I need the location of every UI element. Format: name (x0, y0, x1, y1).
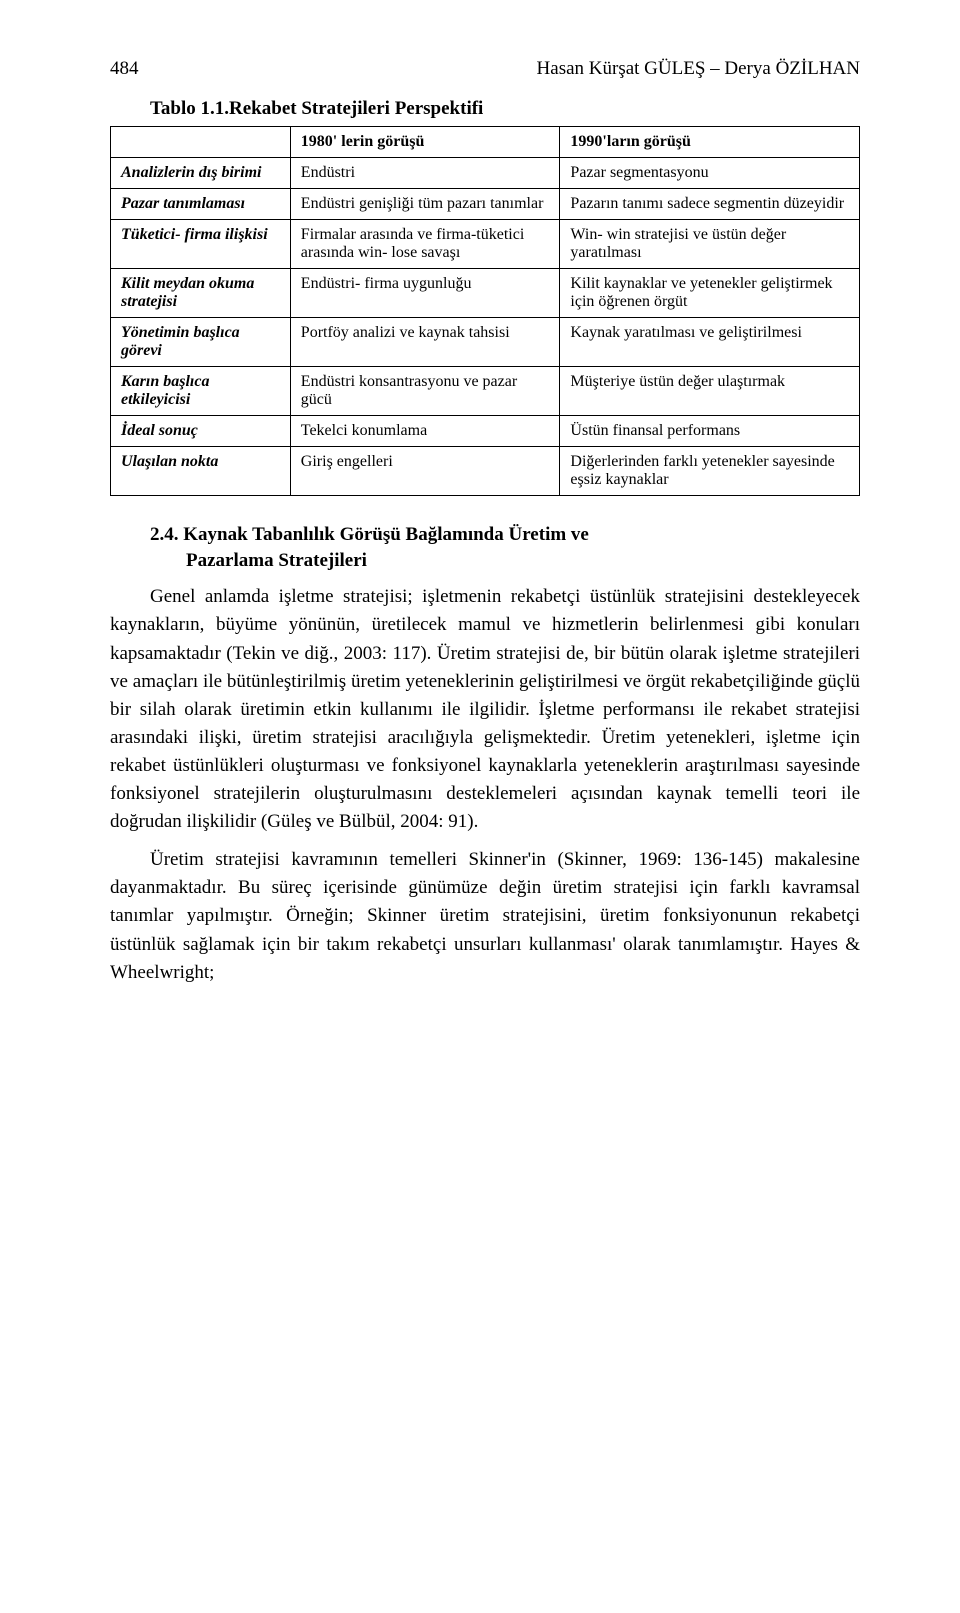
table-caption: Tablo 1.1.Rekabet Stratejileri Perspekti… (150, 98, 860, 120)
table-corner-cell (111, 127, 291, 158)
table-row: Tüketici- firma ilişkisi Firmalar arasın… (111, 220, 860, 269)
row-cell: Endüstri konsantrasyonu ve pazar gücü (290, 367, 560, 416)
row-label: Yönetimin başlıca görevi (111, 318, 291, 367)
table-col-header-1980: 1980' lerin görüşü (290, 127, 560, 158)
row-cell: Diğerlerinden farklı yetenekler sayesind… (560, 447, 860, 496)
row-cell: Pazarın tanımı sadece segmentin düzeyidi… (560, 189, 860, 220)
row-label: Tüketici- firma ilişkisi (111, 220, 291, 269)
table-row: Pazar tanımlaması Endüstri genişliği tüm… (111, 189, 860, 220)
table-row: İdeal sonuç Tekelci konumlama Üstün fina… (111, 416, 860, 447)
table-row: Yönetimin başlıca görevi Portföy analizi… (111, 318, 860, 367)
section-title-line2: Pazarlama Stratejileri (186, 548, 860, 574)
row-cell: Kaynak yaratılması ve geliştirilmesi (560, 318, 860, 367)
table-header-row: 1980' lerin görüşü 1990'ların görüşü (111, 127, 860, 158)
row-cell: Üstün finansal performans (560, 416, 860, 447)
row-cell: Giriş engelleri (290, 447, 560, 496)
row-label: Analizlerin dış birimi (111, 158, 291, 189)
running-header: 484 Hasan Kürşat GÜLEŞ – Derya ÖZİLHAN (110, 58, 860, 80)
row-label: Ulaşılan nokta (111, 447, 291, 496)
row-cell: Müşteriye üstün değer ulaştırmak (560, 367, 860, 416)
section-title-line1: Kaynak Tabanlılık Görüşü Bağlamında Üret… (183, 524, 589, 545)
row-cell: Endüstri genişliği tüm pazarı tanımlar (290, 189, 560, 220)
row-cell: Win- win stratejisi ve üstün değer yarat… (560, 220, 860, 269)
row-cell: Kilit kaynaklar ve yetenekler geliştirme… (560, 269, 860, 318)
section-heading: 2.4. Kaynak Tabanlılık Görüşü Bağlamında… (150, 522, 860, 573)
row-label: Kilit meydan okuma stratejisi (111, 269, 291, 318)
header-authors: Hasan Kürşat GÜLEŞ – Derya ÖZİLHAN (537, 58, 860, 80)
perspectives-table: 1980' lerin görüşü 1990'ların görüşü Ana… (110, 126, 860, 496)
row-cell: Endüstri- firma uygunluğu (290, 269, 560, 318)
page: 484 Hasan Kürşat GÜLEŞ – Derya ÖZİLHAN T… (0, 0, 960, 1613)
table-col-header-1990: 1990'ların görüşü (560, 127, 860, 158)
row-label: İdeal sonuç (111, 416, 291, 447)
row-cell: Endüstri (290, 158, 560, 189)
row-label: Pazar tanımlaması (111, 189, 291, 220)
table-row: Karın başlıca etkileyicisi Endüstri kons… (111, 367, 860, 416)
row-cell: Pazar segmentasyonu (560, 158, 860, 189)
table-row: Kilit meydan okuma stratejisi Endüstri- … (111, 269, 860, 318)
row-cell: Tekelci konumlama (290, 416, 560, 447)
section-number: 2.4. (150, 524, 179, 545)
row-label: Karın başlıca etkileyicisi (111, 367, 291, 416)
paragraph-2: Üretim stratejisi kavramının temelleri S… (110, 846, 860, 987)
row-cell: Firmalar arasında ve firma-tüketici aras… (290, 220, 560, 269)
table-row: Analizlerin dış birimi Endüstri Pazar se… (111, 158, 860, 189)
row-cell: Portföy analizi ve kaynak tahsisi (290, 318, 560, 367)
page-number: 484 (110, 58, 139, 80)
paragraph-1: Genel anlamda işletme stratejisi; işletm… (110, 583, 860, 836)
table-row: Ulaşılan nokta Giriş engelleri Diğerleri… (111, 447, 860, 496)
